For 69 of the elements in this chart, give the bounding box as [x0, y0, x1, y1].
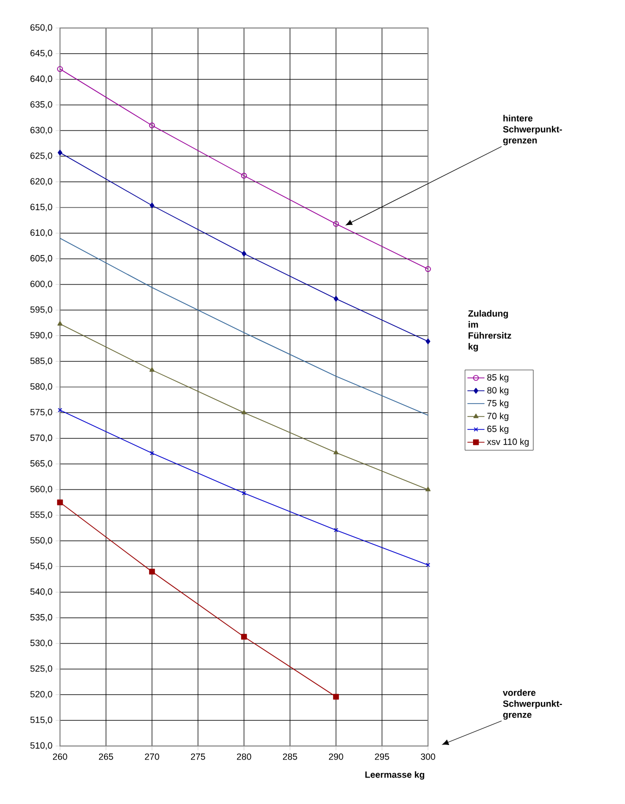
y-tick-label: 510,0 [30, 742, 52, 750]
y-tick-label: 635,0 [30, 101, 52, 109]
point [57, 499, 63, 506]
legend-label: 85 kg [487, 374, 508, 382]
y-tick-label: 540,0 [30, 588, 52, 596]
point [242, 250, 246, 257]
point [334, 528, 338, 532]
point [58, 150, 62, 156]
legend-label: 75 kg [487, 400, 508, 408]
point [149, 367, 155, 372]
y-tick-label: 570,0 [30, 434, 52, 442]
y-tick-label: 565,0 [30, 460, 52, 468]
point [333, 221, 339, 227]
point [150, 450, 154, 456]
y-tick-label: 560,0 [30, 486, 52, 494]
y-tick-label: 555,0 [30, 511, 52, 519]
y-tick-label: 585,0 [30, 358, 52, 366]
y-tick-label: 520,0 [30, 690, 52, 698]
y-tick-label: 640,0 [30, 76, 52, 83]
x-tick-label: 290 [328, 753, 344, 760]
y-tick-label: 645,0 [30, 50, 52, 58]
point [241, 410, 247, 414]
text: vordere Schwerpunkt-grenze [502, 689, 562, 720]
x-tick-label: 265 [98, 753, 114, 760]
y-tick-label: 620,0 [30, 178, 52, 186]
y-tick-label: 610,0 [30, 229, 52, 237]
point [57, 321, 63, 326]
y-tick-label: 575,0 [30, 408, 52, 416]
x-tick-label: 300 [420, 753, 436, 760]
point [150, 202, 154, 208]
y-tick-label: 525,0 [30, 665, 52, 673]
point [242, 490, 246, 496]
y-tick-label: 515,0 [30, 716, 52, 724]
x-axis-title: Leermasse kg [365, 771, 424, 780]
y-tick-label: 615,0 [30, 204, 52, 212]
y-tick-label: 550,0 [30, 537, 52, 545]
x-tick-label: 270 [144, 753, 160, 760]
point [333, 694, 339, 700]
y-tick-label: 530,0 [30, 640, 52, 648]
point [425, 486, 431, 492]
point [426, 338, 430, 344]
point [149, 568, 155, 575]
x-tick-label: 295 [374, 753, 390, 760]
y-tick-label: 600,0 [30, 280, 52, 288]
y-tick-label: 535,0 [30, 614, 52, 622]
y-tick-label: 545,0 [30, 562, 52, 570]
x-tick-label: 275 [190, 753, 206, 760]
y-tick-label: 625,0 [30, 152, 52, 160]
y-tick-label: 580,0 [30, 383, 52, 391]
point [241, 634, 247, 640]
legend-label: xsv 110 kg [486, 438, 529, 447]
y-tick-label: 595,0 [30, 306, 52, 314]
annotation: hintere Schwerpunkt-grenzen [503, 114, 562, 146]
point [241, 172, 247, 179]
legend-label: 80 kg [487, 386, 508, 396]
y-tick-label: 590,0 [30, 332, 52, 340]
x-tick-label: 285 [282, 753, 298, 760]
legend-label: 70 kg [487, 412, 508, 421]
line-series [60, 238, 428, 416]
point [149, 122, 155, 128]
y-tick-label: 630,0 [30, 126, 52, 134]
legend-title: Zuladung im Führersitz kg [468, 310, 512, 352]
y-tick-label: 650,0 [30, 24, 52, 32]
y-tick-label: 605,0 [30, 255, 52, 262]
point [333, 450, 339, 454]
x-tick-label: 280 [236, 753, 252, 760]
point [334, 296, 338, 302]
x-tick-label: 260 [52, 753, 68, 760]
legend-label: 65 kg [487, 425, 508, 434]
